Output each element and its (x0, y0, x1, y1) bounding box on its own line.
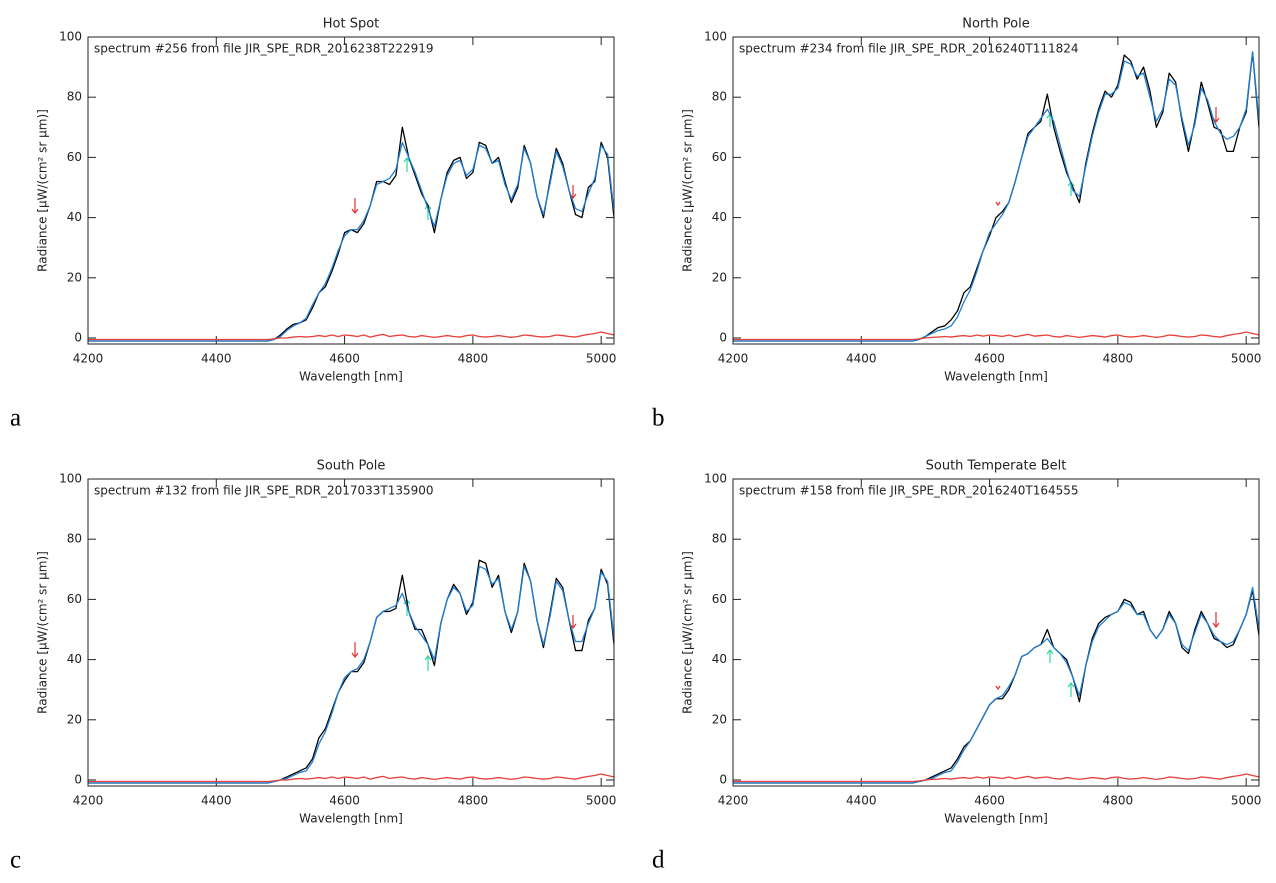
x-tick-label: 4800 (458, 352, 489, 366)
chart-title: Hot Spot (323, 17, 380, 32)
spectrum-line (733, 586, 1259, 784)
spectrum-line (733, 51, 1259, 342)
y-tick-label: 40 (67, 652, 82, 666)
y-tick-label: 20 (712, 712, 727, 726)
plot-area (88, 126, 614, 342)
x-tick-label: 5000 (586, 794, 617, 808)
y-tick-label: 100 (704, 30, 727, 44)
x-tick-label: 4800 (1103, 352, 1134, 366)
panel: b North Pole Wavelength [nm] Radiance [μW/(… (652, 17, 1261, 432)
y-tick-label: 40 (712, 652, 727, 666)
y-tick-label: 20 (67, 270, 82, 284)
y-tick-label: 60 (712, 150, 727, 164)
y-tick-label: 100 (59, 30, 82, 44)
y-tick-label: 60 (712, 592, 727, 606)
panel: d South Temperate Belt Wavelength [nm] Radi… (652, 459, 1261, 874)
panel-label: b (652, 405, 665, 432)
x-tick-label: 5000 (1231, 352, 1262, 366)
y-axis-label: Radiance [μW/(cm² sr μm)] (681, 551, 695, 714)
spectrum-line (88, 773, 614, 783)
axes-frame (732, 478, 1260, 787)
x-tick-label: 4200 (73, 794, 104, 808)
x-axis-label: Wavelength [nm] (299, 370, 403, 384)
x-tick-label: 4600 (974, 794, 1005, 808)
y-tick-label: 80 (67, 90, 82, 104)
x-axis-label: Wavelength [nm] (299, 812, 403, 826)
x-tick-label: 4200 (73, 352, 104, 366)
y-axis-label: Radiance [μW/(cm² sr μm)] (36, 109, 50, 272)
annotation: spectrum #132 from file JIR_SPE_RDR_2017… (94, 484, 434, 498)
y-tick-label: 40 (712, 210, 727, 224)
y-tick-label: 60 (67, 150, 82, 164)
x-tick-label: 4600 (329, 794, 360, 808)
x-tick-label: 5000 (1231, 794, 1262, 808)
panel-label: c (10, 847, 21, 874)
y-tick-label: 40 (67, 210, 82, 224)
annotation-arrows (351, 107, 1220, 697)
x-tick-label: 4400 (201, 352, 232, 366)
y-tick-label: 80 (712, 90, 727, 104)
x-tick-label: 4800 (458, 794, 489, 808)
y-tick-label: 20 (67, 712, 82, 726)
y-tick-label: 0 (719, 330, 727, 344)
y-tick-label: 0 (719, 772, 727, 786)
chart-title: South Pole (317, 459, 386, 474)
x-tick-label: 5000 (586, 352, 617, 366)
spectrum-line (88, 331, 614, 341)
x-tick-label: 4200 (718, 794, 749, 808)
spectrum-line (88, 565, 614, 784)
x-tick-label: 4600 (329, 352, 360, 366)
panel: a Hot Spot Wavelength [nm] Radiance [μW/(cm… (10, 17, 616, 432)
x-tick-label: 4400 (846, 352, 877, 366)
plot-area (733, 586, 1259, 784)
panel-label: a (10, 405, 21, 432)
plot-area (733, 51, 1259, 342)
y-tick-label: 0 (74, 772, 82, 786)
y-tick-label: 80 (712, 532, 727, 546)
axes-frame (87, 36, 615, 345)
y-tick-label: 100 (59, 472, 82, 486)
spectrum-line (733, 773, 1259, 783)
y-tick-label: 20 (712, 270, 727, 284)
y-axis-label: Radiance [μW/(cm² sr μm)] (681, 109, 695, 272)
spectrum-line (733, 331, 1259, 341)
x-tick-label: 4200 (718, 352, 749, 366)
y-tick-label: 80 (67, 532, 82, 546)
annotation: spectrum #158 from file JIR_SPE_RDR_2016… (739, 484, 1079, 498)
chart-title: South Temperate Belt (926, 459, 1067, 474)
x-tick-label: 4400 (201, 794, 232, 808)
annotation: spectrum #234 from file JIR_SPE_RDR_2016… (739, 42, 1079, 56)
y-tick-label: 0 (74, 330, 82, 344)
spectrum-line (88, 126, 614, 342)
panel: c South Pole Wavelength [nm] Radiance [μW/(… (10, 459, 616, 874)
y-tick-label: 100 (704, 472, 727, 486)
chart-title: North Pole (962, 17, 1029, 32)
y-tick-label: 60 (67, 592, 82, 606)
axes-frame (87, 478, 615, 787)
axes-frame (732, 36, 1260, 345)
y-axis-label: Radiance [μW/(cm² sr μm)] (36, 551, 50, 714)
annotation: spectrum #256 from file JIR_SPE_RDR_2016… (94, 42, 434, 56)
x-tick-label: 4400 (846, 794, 877, 808)
x-tick-label: 4800 (1103, 794, 1134, 808)
x-axis-label: Wavelength [nm] (944, 370, 1048, 384)
x-axis-label: Wavelength [nm] (944, 812, 1048, 826)
x-tick-label: 4600 (974, 352, 1005, 366)
plot-area (88, 559, 614, 784)
spectrum-line (88, 141, 614, 342)
spectrum-line (733, 51, 1259, 342)
panel-label: d (652, 847, 665, 874)
